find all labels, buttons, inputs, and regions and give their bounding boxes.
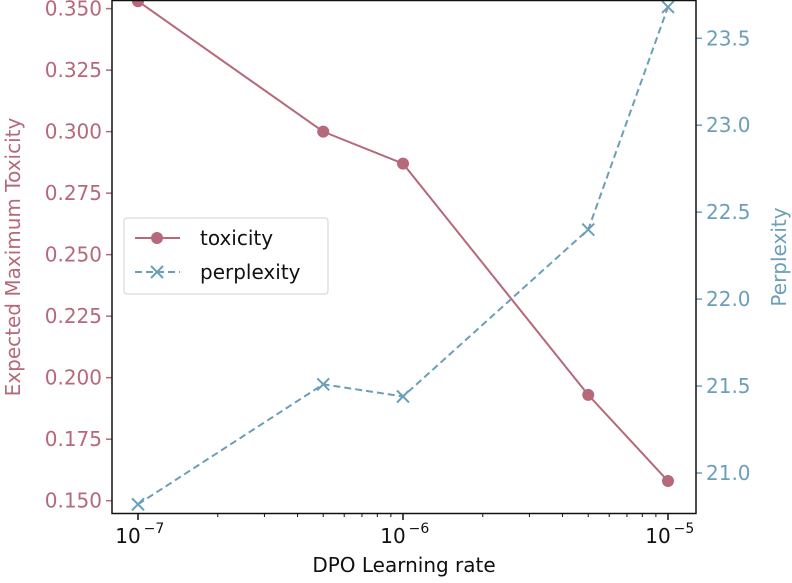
point-perplexity — [581, 222, 595, 237]
legend-perplexity-label: perplexity — [200, 260, 301, 284]
y-tick-label-left: 0.175 — [45, 427, 102, 451]
y-tick-label-right: 21.5 — [706, 374, 751, 398]
y-axis-label-left: Expected Maximum Toxicity — [1, 118, 25, 397]
point-perplexity — [316, 377, 330, 392]
point-perplexity — [131, 497, 145, 512]
y-tick-label-left: 0.150 — [45, 489, 102, 513]
point-toxicity — [132, 0, 144, 8]
point-toxicity — [397, 157, 409, 170]
y-tick-label-left: 0.250 — [45, 243, 102, 267]
y-tick-label-right: 22.0 — [706, 287, 751, 311]
plot-frame — [111, 0, 697, 515]
point-perplexity — [396, 389, 410, 404]
legend: toxicity perplexity — [123, 217, 329, 295]
x-tick-label: 10 — [115, 524, 140, 548]
y-tick-label-left: 0.300 — [45, 120, 102, 144]
x-tick-exponent: −5 — [674, 521, 695, 537]
x-tick-label: 10 — [645, 524, 670, 548]
x-axis-label: DPO Learning rate — [312, 553, 495, 577]
y-tick-label-right: 21.0 — [706, 461, 751, 485]
y-tick-label-left: 0.200 — [45, 366, 102, 390]
y-tick-label-right: 22.5 — [706, 200, 751, 224]
y-tick-label-right: 23.0 — [706, 113, 751, 137]
legend-toxicity-marker — [151, 232, 163, 244]
y-tick-label-right: 23.5 — [706, 26, 751, 50]
y-tick-label-left: 0.275 — [45, 181, 102, 205]
point-toxicity — [582, 388, 595, 401]
y-tick-label-left: 0.225 — [45, 304, 102, 328]
y-tick-label-left: 0.350 — [45, 0, 102, 21]
legend-toxicity-label: toxicity — [200, 226, 273, 250]
legend-perplexity-marker — [150, 265, 164, 279]
point-perplexity — [661, 0, 675, 14]
x-tick-exponent: −7 — [144, 521, 165, 537]
y-tick-label-left: 0.325 — [45, 58, 102, 82]
x-tick-exponent: −6 — [409, 521, 430, 537]
y-axis-label-right: Perplexity — [767, 207, 791, 306]
x-tick-label: 10 — [380, 524, 405, 548]
point-toxicity — [317, 125, 330, 138]
point-toxicity — [662, 475, 674, 488]
